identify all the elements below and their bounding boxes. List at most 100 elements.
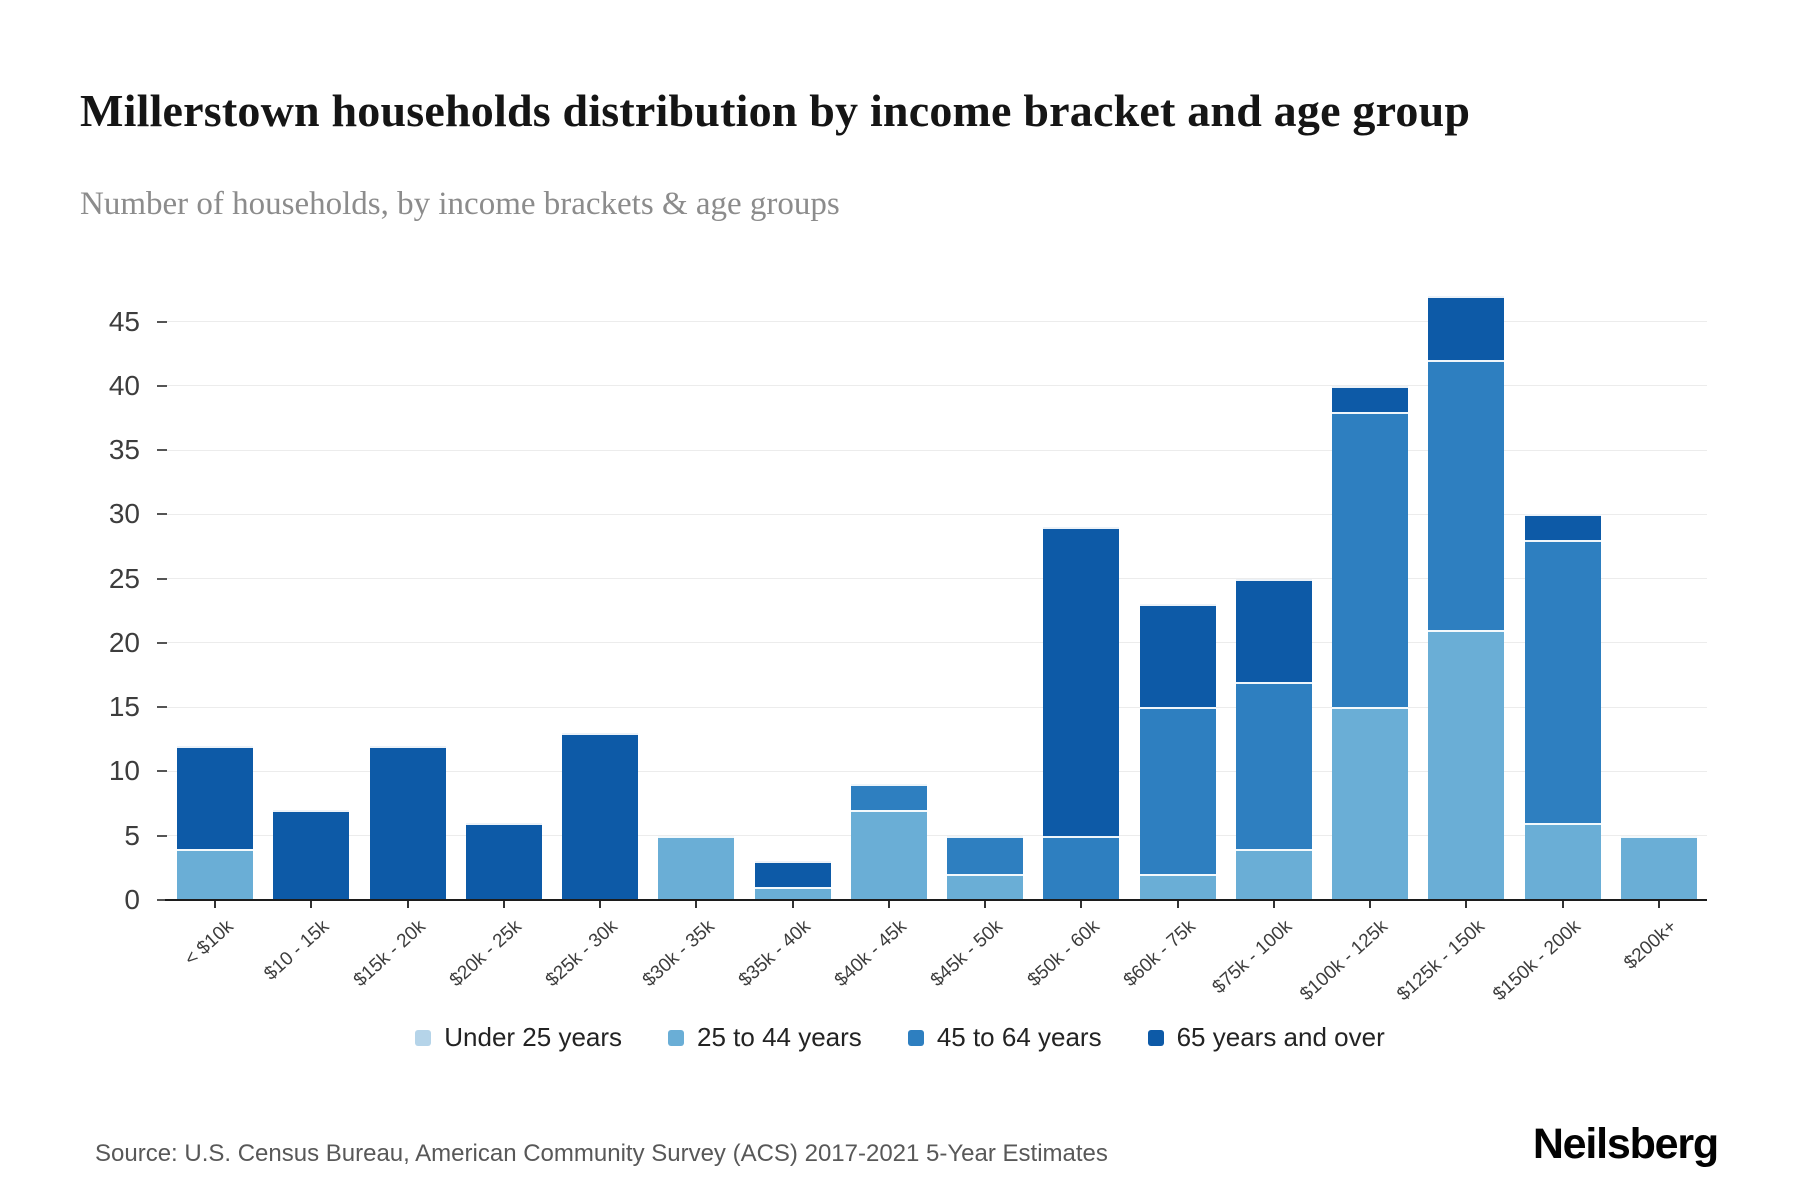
x-tick-label-text: $45k - 50k — [927, 916, 1008, 991]
y-tick-label: 35 — [108, 434, 140, 466]
x-tick-mark — [1369, 901, 1372, 908]
bar-segment[interactable] — [1332, 385, 1409, 412]
bar-125k-150k[interactable] — [1428, 295, 1505, 900]
bar-slot — [1418, 265, 1514, 900]
bar-slot — [1033, 265, 1129, 900]
bar-segment[interactable] — [947, 835, 1024, 875]
gridline — [167, 642, 1707, 644]
x-tick-mark — [1465, 901, 1468, 908]
chart-subtitle: Number of households, by income brackets… — [80, 186, 840, 222]
bar-segment[interactable] — [1620, 835, 1697, 900]
x-tick-label-text: $20k - 25k — [445, 916, 526, 991]
bar-200k[interactable] — [1620, 835, 1697, 900]
x-tick-label-text: $25k - 30k — [542, 916, 623, 991]
bar-segment[interactable] — [850, 784, 927, 811]
bar-segment[interactable] — [1524, 514, 1601, 541]
bar-35k-40k[interactable] — [754, 861, 831, 900]
bar-20k-25k[interactable] — [465, 822, 542, 900]
bar-segment[interactable] — [1428, 630, 1505, 900]
bar-slot — [263, 265, 359, 900]
x-tick-label-text: $40k - 45k — [830, 916, 911, 991]
bar-slot — [1322, 265, 1418, 900]
x-tick-mark — [310, 901, 313, 908]
x-tick-mark — [984, 901, 987, 908]
x-tick-label-text: < $10k — [180, 916, 238, 971]
bar-45k-50k[interactable] — [947, 835, 1024, 900]
legend-swatch — [1147, 1029, 1164, 1046]
y-tick-mark — [157, 513, 167, 516]
y-tick-mark — [157, 834, 167, 837]
bar-segment[interactable] — [177, 745, 254, 849]
legend-item[interactable]: 45 to 64 years — [907, 1022, 1102, 1053]
bar-segment[interactable] — [1235, 681, 1312, 849]
gridline — [167, 706, 1707, 708]
bar-100k-125k[interactable] — [1332, 385, 1409, 900]
bar-segment[interactable] — [1235, 848, 1312, 900]
bar-segment[interactable] — [465, 822, 542, 900]
bar-150k-200k[interactable] — [1524, 514, 1601, 900]
bar-segment[interactable] — [273, 810, 350, 900]
bar-10-15k[interactable] — [273, 810, 350, 900]
bar-segment[interactable] — [1043, 835, 1120, 900]
y-tick-label: 25 — [108, 562, 140, 594]
y-tick-label: 0 — [124, 884, 140, 915]
bar-segment[interactable] — [1428, 360, 1505, 631]
bar-segment[interactable] — [369, 745, 446, 900]
bar-15k-20k[interactable] — [369, 745, 446, 900]
bar-segment[interactable] — [1428, 295, 1505, 361]
bar-30k-35k[interactable] — [658, 835, 735, 900]
y-tick-mark — [157, 320, 167, 323]
bar-segment[interactable] — [658, 835, 735, 900]
bar-segment[interactable] — [1524, 822, 1601, 900]
legend: Under 25 years 25 to 44 years 45 to 64 yea… — [0, 1022, 1800, 1053]
bar-segment[interactable] — [1139, 707, 1216, 875]
x-tick-label-text: $10 - 15k — [260, 916, 334, 985]
x-tick-mark — [1561, 901, 1564, 908]
bar-segment[interactable] — [1235, 578, 1312, 682]
bar-segment[interactable] — [177, 848, 254, 900]
bar-slot — [648, 265, 744, 900]
bar-slot — [1611, 265, 1707, 900]
bar-segment[interactable] — [1139, 604, 1216, 708]
legend-item[interactable]: 25 to 44 years — [668, 1022, 862, 1053]
bar-segment[interactable] — [754, 887, 831, 900]
gridline — [167, 513, 1707, 515]
bar-segment[interactable] — [1332, 707, 1409, 900]
bar-segment[interactable] — [850, 810, 927, 900]
y-tick-mark — [157, 384, 167, 387]
x-tick-mark — [1176, 901, 1179, 908]
x-tick-mark — [695, 901, 698, 908]
bar-segment[interactable] — [1139, 874, 1216, 900]
gridline — [167, 385, 1707, 387]
bar-25k-30k[interactable] — [562, 732, 639, 900]
brand-logo[interactable]: Neilsberg — [1532, 1120, 1719, 1168]
bar-75k-100k[interactable] — [1235, 578, 1312, 900]
gridline — [167, 449, 1707, 451]
y-tick-mark — [157, 449, 167, 452]
y-tick-mark — [157, 770, 167, 773]
bar-segment[interactable] — [947, 874, 1024, 900]
legend-item[interactable]: 65 years and over — [1147, 1022, 1385, 1053]
legend-swatch — [907, 1029, 924, 1046]
bar-50k-60k[interactable] — [1043, 527, 1120, 900]
bars-row — [167, 265, 1707, 900]
bar-10k[interactable] — [177, 745, 254, 900]
x-tick-label-text: $75k - 100k — [1208, 916, 1296, 999]
bar-60k-75k[interactable] — [1139, 604, 1216, 900]
chart-title: Millerstown households distribution by i… — [80, 84, 1471, 136]
plot-area — [165, 265, 1707, 901]
x-tick-label-text: $30k - 35k — [638, 916, 719, 991]
legend-label: 25 to 44 years — [697, 1022, 862, 1052]
x-tick-mark — [1272, 901, 1275, 908]
bar-slot — [841, 265, 937, 900]
x-tick-mark — [1080, 901, 1083, 908]
legend-item[interactable]: Under 25 years — [415, 1022, 622, 1053]
bar-segment[interactable] — [754, 861, 831, 888]
bar-segment[interactable] — [1332, 411, 1409, 708]
bar-slot — [745, 265, 841, 900]
bar-segment[interactable] — [562, 732, 639, 900]
bar-40k-45k[interactable] — [850, 784, 927, 900]
bar-segment[interactable] — [1043, 527, 1120, 836]
y-tick-mark — [157, 899, 167, 901]
bar-segment[interactable] — [1524, 540, 1601, 823]
